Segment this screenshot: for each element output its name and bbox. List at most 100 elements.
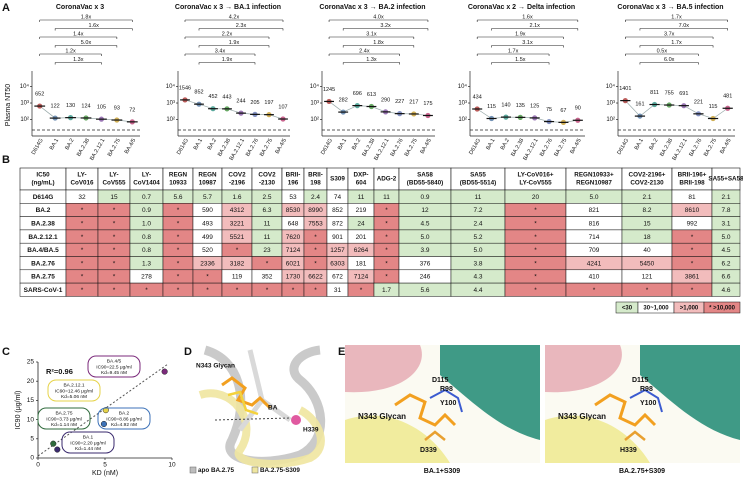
x-tick-label: BA.2 bbox=[648, 138, 659, 151]
y-tick-label: 10⁴ bbox=[458, 83, 468, 90]
point-name: BA.2 bbox=[119, 410, 130, 416]
y-axis-label: IC90 (μg/ml) bbox=[15, 391, 22, 430]
header-text: 10933 bbox=[169, 180, 187, 187]
cell-text: 7124 bbox=[354, 274, 369, 281]
y-axis-label: Plasma NT50 bbox=[5, 84, 12, 127]
annotation-box bbox=[87, 355, 141, 378]
fold-label: 2.4x bbox=[359, 48, 370, 54]
cell-text: 672 bbox=[332, 274, 343, 281]
row-head-text: BA.2 bbox=[36, 207, 51, 214]
point-name: BA.2.12.1 bbox=[63, 382, 84, 388]
fold-label: 1.7x bbox=[508, 48, 519, 54]
structure-e bbox=[345, 345, 740, 463]
point-annotation: IC90=12.46 μg/ml bbox=[55, 388, 93, 394]
cell-text: 4.6 bbox=[721, 287, 730, 294]
value-label: 652 bbox=[35, 92, 44, 98]
scatter-point bbox=[102, 407, 109, 414]
cell-text: 7124 bbox=[286, 247, 301, 254]
header-text: BRII-198 bbox=[679, 180, 705, 187]
header-text: (BD55-5840) bbox=[407, 180, 443, 187]
cell-text: 590 bbox=[202, 207, 213, 214]
y-tick-label: 10² bbox=[458, 117, 467, 123]
cell-text: * bbox=[113, 207, 116, 214]
x-tick-label: BA.2 bbox=[500, 138, 511, 151]
ribbon bbox=[237, 349, 292, 432]
x-tick-label: BA.1 bbox=[193, 138, 204, 151]
cell-text: * bbox=[81, 274, 84, 281]
cell-text: 4.3 bbox=[473, 274, 482, 281]
fold-label: 0.5x bbox=[657, 48, 668, 54]
chart-title: CoronaVac x 3 bbox=[56, 4, 104, 11]
cell-text: * bbox=[81, 260, 84, 267]
fold-label: 6.0x bbox=[664, 57, 675, 63]
value-label: 205 bbox=[250, 100, 259, 106]
fold-label: 3.1x bbox=[366, 31, 377, 37]
y-tick-label: 10² bbox=[310, 117, 319, 123]
x-tick-label: BA.4/5 bbox=[124, 138, 137, 155]
fold-label: 1.2x bbox=[65, 48, 76, 54]
cell-text: * bbox=[314, 260, 317, 267]
fold-label: 1.7x bbox=[671, 40, 682, 46]
x-tick-label: BA.4/5 bbox=[275, 138, 288, 155]
structure-label: N343 Glycan bbox=[558, 412, 606, 421]
value-label: 175 bbox=[423, 101, 432, 107]
view-caption: BA.1+S309 bbox=[424, 468, 460, 475]
value-label: 852 bbox=[194, 90, 203, 96]
structure-label: Y100 bbox=[440, 400, 456, 407]
legend-label: <30 bbox=[622, 306, 633, 312]
legend-label: >1,000 bbox=[680, 306, 699, 312]
cell-text: 5.7 bbox=[203, 194, 212, 201]
cell-text: 11 bbox=[383, 194, 390, 201]
header-text: REGN10987 bbox=[576, 180, 612, 187]
point-name: BA.1 bbox=[83, 434, 94, 440]
cell-text: 5.0 bbox=[589, 194, 598, 201]
fold-label: 7.0x bbox=[679, 23, 690, 29]
point-annotation: IC90=3.73 μg/ml bbox=[46, 416, 81, 422]
cell-text: 352 bbox=[262, 274, 273, 281]
cell-text: 5.6 bbox=[173, 194, 182, 201]
fold-label: 2.2x bbox=[222, 31, 233, 37]
header-text: SA55 bbox=[470, 172, 486, 179]
cell-text: * bbox=[314, 234, 317, 241]
cell-text: 31 bbox=[334, 287, 342, 294]
value-label: 696 bbox=[353, 91, 362, 97]
cell-text: * bbox=[177, 220, 180, 227]
cell-text: 901 bbox=[332, 234, 343, 241]
cell-text: 5.2 bbox=[473, 234, 482, 241]
x-tick-label: D614G bbox=[176, 138, 190, 156]
x-tick-label: 5 bbox=[103, 462, 107, 469]
fold-label: 1.7x bbox=[671, 14, 682, 20]
ribbon bbox=[345, 345, 422, 393]
header-text: -2196 bbox=[229, 180, 246, 187]
structure-label: D115 bbox=[432, 377, 448, 384]
cell-text: * bbox=[206, 274, 209, 281]
cell-text: * bbox=[177, 287, 180, 294]
cell-text: 3.9 bbox=[420, 247, 429, 254]
cell-text: 499 bbox=[202, 234, 213, 241]
cell-text: * bbox=[206, 287, 209, 294]
value-label: 443 bbox=[222, 94, 231, 100]
y-tick-label: 10³ bbox=[606, 101, 615, 107]
cell-text: * bbox=[113, 274, 116, 281]
x-tick-label: BA.2.76 bbox=[539, 138, 554, 158]
header-text: S309 bbox=[330, 176, 345, 183]
x-tick-label: BA.4/5 bbox=[719, 138, 732, 155]
value-label: 452 bbox=[208, 94, 217, 100]
value-label: 140 bbox=[501, 103, 510, 109]
cell-text: * bbox=[385, 220, 388, 227]
cell-text: * bbox=[113, 220, 116, 227]
value-label: 130 bbox=[66, 103, 75, 109]
value-label: 115 bbox=[709, 104, 718, 110]
y-tick-label: 15 bbox=[27, 397, 35, 404]
fold-label: 5.0x bbox=[81, 40, 92, 46]
structure-d bbox=[198, 345, 326, 468]
x-tick-label: BA.2.75 bbox=[553, 138, 568, 158]
cell-text: 219 bbox=[356, 207, 367, 214]
cell-text: 0.9 bbox=[142, 207, 151, 214]
fit-line bbox=[37, 363, 169, 457]
ribbon bbox=[545, 345, 622, 393]
y-tick-label: 10³ bbox=[166, 101, 175, 107]
y-tick-label: 10³ bbox=[20, 101, 29, 107]
